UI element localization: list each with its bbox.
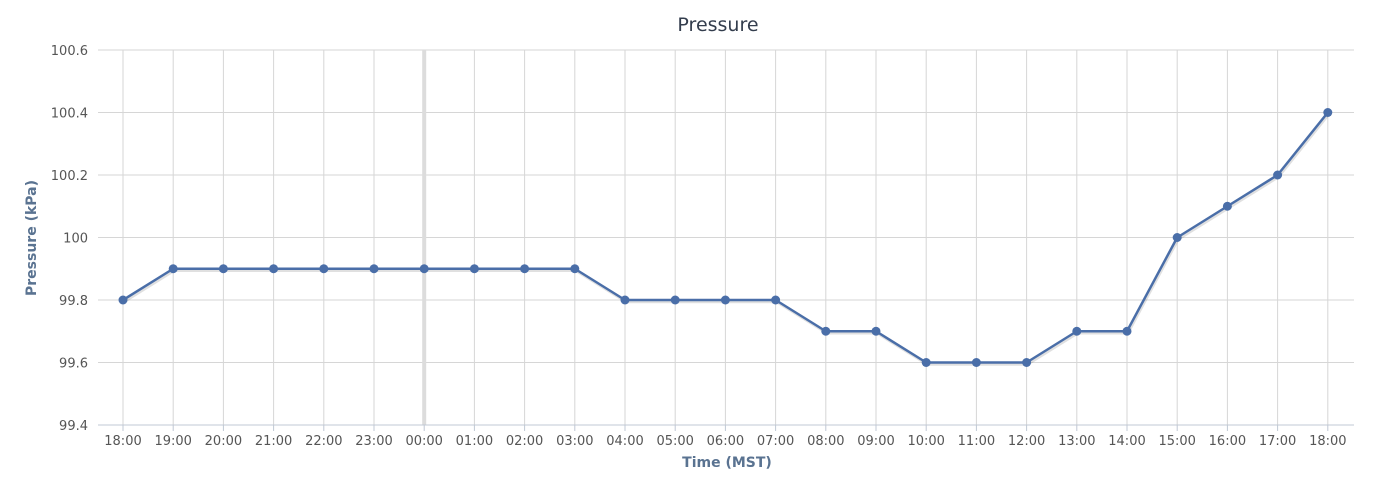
x-tick-label: 19:00 <box>154 434 191 449</box>
data-point[interactable] <box>1273 170 1283 180</box>
y-tick-label: 99.8 <box>59 294 88 309</box>
data-point[interactable] <box>419 264 429 274</box>
midnight-highlight-band <box>422 50 427 425</box>
data-point[interactable] <box>369 264 379 274</box>
x-tick-label: 13:00 <box>1058 434 1095 449</box>
data-point[interactable] <box>168 264 178 274</box>
x-tick-label: 05:00 <box>656 434 693 449</box>
x-tick-label: 11:00 <box>958 434 995 449</box>
series-line-shadow <box>123 113 1330 366</box>
highlight-band-layer <box>422 50 427 425</box>
data-point[interactable] <box>118 295 128 305</box>
data-point[interactable] <box>1072 326 1082 336</box>
axes <box>98 424 1354 431</box>
x-tick-label: 16:00 <box>1209 434 1246 449</box>
data-point[interactable] <box>1172 233 1182 242</box>
x-tick-label: 23:00 <box>355 434 392 449</box>
x-axis-title: Time (MST) <box>682 455 772 471</box>
x-tick-label: 09:00 <box>857 434 894 449</box>
data-point[interactable] <box>269 264 279 274</box>
data-point[interactable] <box>1022 358 1032 367</box>
x-tick-label: 02:00 <box>506 434 543 449</box>
y-tick-label: 100.6 <box>51 44 88 59</box>
data-point[interactable] <box>670 295 680 305</box>
x-tick-label: 06:00 <box>707 434 744 449</box>
data-point[interactable] <box>771 295 781 305</box>
data-point[interactable] <box>469 264 479 274</box>
data-point[interactable] <box>570 264 580 274</box>
x-tick-label: 21:00 <box>255 434 292 449</box>
y-tick-label: 99.6 <box>59 357 88 372</box>
data-point[interactable] <box>319 264 329 274</box>
data-point[interactable] <box>971 358 981 367</box>
data-point[interactable] <box>620 295 630 305</box>
x-tick-label: 03:00 <box>556 434 593 449</box>
data-point[interactable] <box>720 295 730 305</box>
y-tick-label: 100 <box>63 232 88 247</box>
data-point[interactable] <box>218 264 228 274</box>
data-point[interactable] <box>1122 326 1132 336</box>
series-layer <box>118 108 1333 367</box>
data-point[interactable] <box>1222 201 1232 211</box>
x-tick-label: 08:00 <box>807 434 844 449</box>
chart-title: Pressure <box>677 14 758 36</box>
data-point[interactable] <box>520 264 530 274</box>
y-tick-label: 100.4 <box>51 107 88 122</box>
x-tick-label: 10:00 <box>907 434 944 449</box>
x-tick-label: 01:00 <box>456 434 493 449</box>
x-tick-label: 04:00 <box>606 434 643 449</box>
data-point[interactable] <box>871 326 881 336</box>
x-tick-label: 17:00 <box>1259 434 1296 449</box>
x-tick-label: 22:00 <box>305 434 342 449</box>
y-tick-label: 100.2 <box>51 169 88 184</box>
x-tick-label: 07:00 <box>757 434 794 449</box>
x-tick-label: 18:00 <box>104 434 141 449</box>
data-point[interactable] <box>921 358 931 367</box>
data-point[interactable] <box>821 326 831 336</box>
x-tick-label: 14:00 <box>1108 434 1145 449</box>
x-tick-label: 12:00 <box>1008 434 1045 449</box>
x-tick-label: 00:00 <box>405 434 442 449</box>
tick-labels: 99.4 99.6 99.8 100 100.2 100.4 100.6 18:00 19:00… <box>51 44 1347 449</box>
x-tick-label: 18:00 <box>1309 434 1346 449</box>
grid-lines <box>98 49 1354 426</box>
x-tick-label: 20:00 <box>205 434 242 449</box>
y-tick-label: 99.4 <box>59 419 88 434</box>
y-axis-title: Pressure (kPa) <box>24 180 40 296</box>
data-point[interactable] <box>1323 108 1333 117</box>
x-tick-label: 15:00 <box>1158 434 1195 449</box>
